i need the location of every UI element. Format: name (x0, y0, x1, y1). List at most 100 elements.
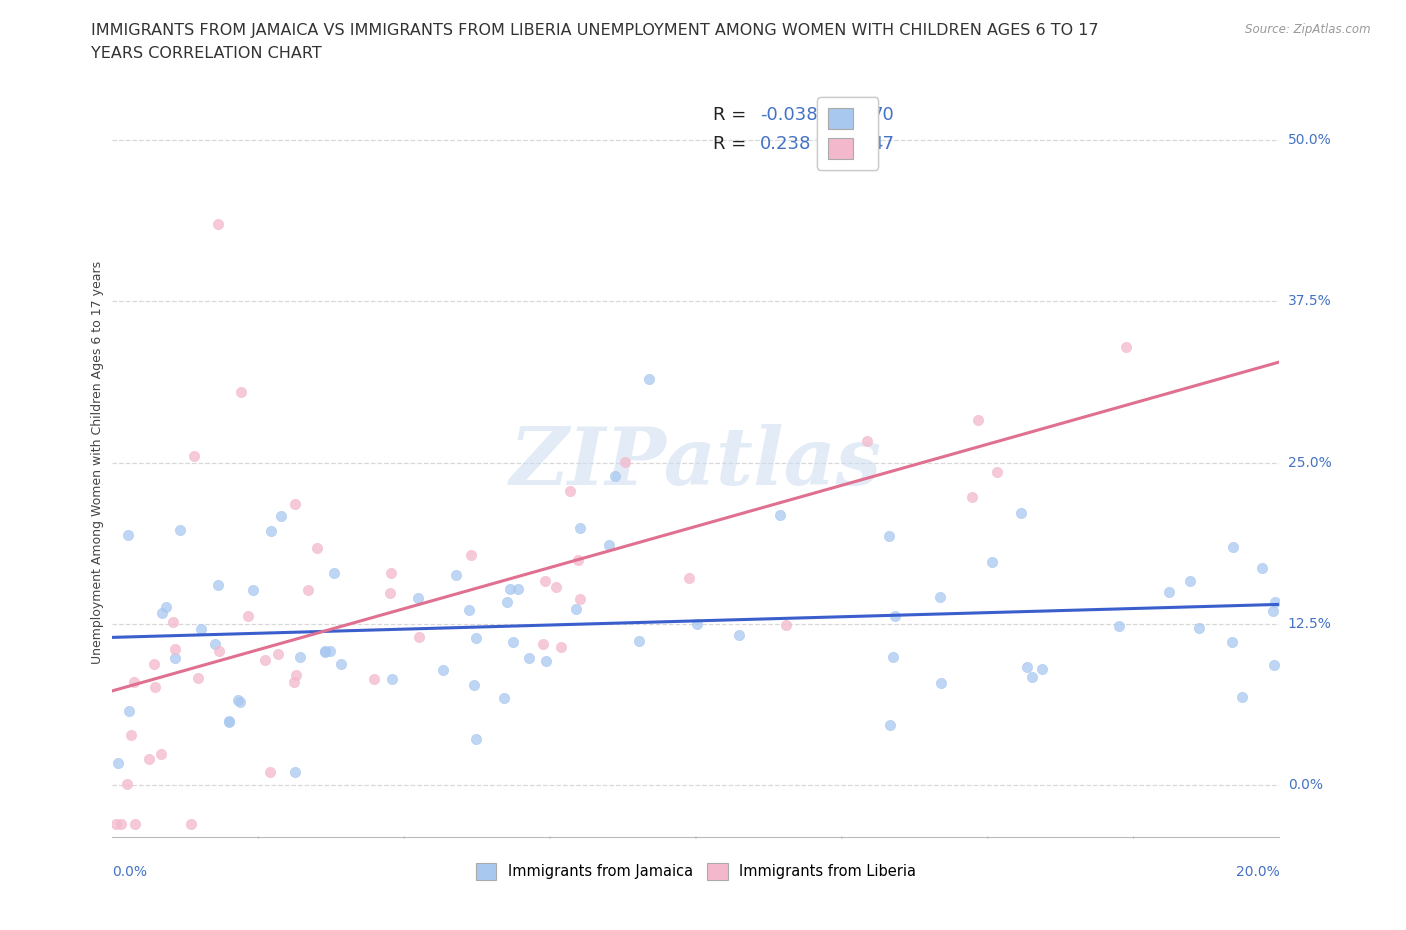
Point (498, 582, 520, 597)
Point (285, 668, 308, 683)
Point (163, 642, 186, 657)
Point (207, 217, 229, 232)
Point (598, 538, 620, 552)
Point (1017, 660, 1039, 675)
Point (363, 671, 385, 686)
Point (463, 677, 485, 692)
Point (986, 465, 1008, 480)
Point (685, 617, 707, 631)
Point (183, 449, 205, 464)
Point (1250, 561, 1272, 576)
Point (288, 649, 311, 664)
Point (678, 571, 700, 586)
Point (314, 644, 336, 658)
Point (283, 674, 305, 689)
Point (242, 583, 264, 598)
Point (266, 646, 288, 661)
Point (118, 704, 141, 719)
Point (259, 764, 281, 779)
Point (150, 606, 173, 621)
Text: 20.0%: 20.0% (1236, 865, 1279, 879)
Point (1188, 620, 1211, 635)
Text: YEARS CORRELATION CHART: YEARS CORRELATION CHART (91, 46, 322, 61)
Point (494, 691, 516, 706)
Point (122, 674, 145, 689)
Point (207, 578, 229, 592)
Point (254, 653, 277, 668)
Text: 70: 70 (872, 105, 894, 124)
Point (1232, 689, 1254, 704)
Point (769, 508, 792, 523)
Point (981, 554, 1004, 569)
Point (169, 523, 191, 538)
Point (120, 728, 142, 743)
Point (297, 583, 319, 598)
Point (226, 693, 249, 708)
Point (568, 591, 591, 606)
Point (1115, 339, 1137, 354)
Point (150, 747, 173, 762)
Point (1157, 584, 1180, 599)
Point (229, 695, 252, 710)
Point (319, 644, 342, 658)
Point (260, 524, 283, 538)
Point (534, 573, 557, 588)
Point (560, 483, 582, 498)
Point (628, 633, 651, 648)
Text: 37.5%: 37.5% (1288, 294, 1331, 309)
Text: 12.5%: 12.5% (1288, 617, 1331, 631)
Point (1264, 595, 1286, 610)
Point (115, 777, 138, 791)
Text: 50.0%: 50.0% (1288, 133, 1331, 147)
Point (138, 751, 160, 766)
Point (1261, 604, 1284, 618)
Point (110, 817, 132, 831)
Point (162, 615, 184, 630)
Point (877, 528, 900, 543)
Point (544, 579, 567, 594)
Point (1220, 635, 1243, 650)
Point (124, 817, 146, 831)
Point (495, 595, 517, 610)
Point (603, 469, 626, 484)
Point (381, 671, 404, 686)
Point (929, 675, 952, 690)
Point (406, 591, 429, 605)
Point (444, 568, 467, 583)
Point (967, 412, 990, 427)
Point (614, 455, 637, 470)
Point (204, 636, 226, 651)
Point (187, 671, 209, 685)
Point (1021, 670, 1043, 684)
Text: R =: R = (713, 105, 747, 124)
Point (1010, 505, 1032, 520)
Text: 0.0%: 0.0% (1288, 778, 1323, 792)
Point (190, 622, 212, 637)
Point (1108, 618, 1130, 633)
Text: 25.0%: 25.0% (1288, 456, 1331, 470)
Point (180, 817, 202, 831)
Point (565, 602, 588, 617)
Y-axis label: Unemployment Among Women with Children Ages 6 to 17 years: Unemployment Among Women with Children A… (91, 261, 104, 664)
Point (884, 608, 907, 623)
Point (218, 714, 240, 729)
Point (165, 651, 187, 666)
Point (531, 637, 554, 652)
Point (305, 540, 328, 555)
Point (464, 732, 486, 747)
Text: IMMIGRANTS FROM JAMAICA VS IMMIGRANTS FROM LIBERIA UNEMPLOYMENT AMONG WOMEN WITH: IMMIGRANTS FROM JAMAICA VS IMMIGRANTS FR… (91, 23, 1099, 38)
Point (107, 756, 129, 771)
Point (502, 635, 524, 650)
Point (105, 817, 128, 831)
Legend: Immigrants from Jamaica, Immigrants from Liberia: Immigrants from Jamaica, Immigrants from… (470, 857, 922, 886)
Point (229, 384, 252, 399)
Point (314, 644, 336, 659)
Point (879, 717, 901, 732)
Text: N =: N = (830, 105, 865, 124)
Point (432, 663, 454, 678)
Point (569, 521, 592, 536)
Point (270, 509, 292, 524)
Point (728, 628, 751, 643)
Point (775, 618, 797, 632)
Point (218, 713, 240, 728)
